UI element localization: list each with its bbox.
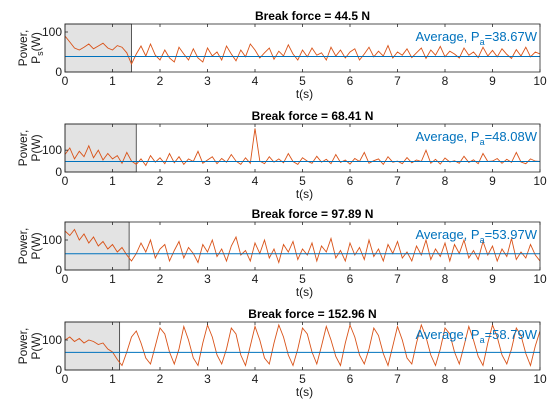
x-tick-label: 4 [252,174,259,188]
panel-title: Break force = 97.89 N [252,207,374,221]
plot-area [65,24,540,72]
x-tick-label: 5 [299,74,306,88]
shaded-region [64,221,130,271]
x-tick-label: 6 [347,372,354,386]
x-tick-label: 5 [299,174,306,188]
y-tick-label: 100 [42,333,62,347]
x-tick-label: 8 [442,272,449,286]
x-axis-label: t(s) [296,385,313,399]
x-tick-label: 2 [157,372,164,386]
average-annotation: Average, Pa=38.67W [415,29,537,47]
x-tick-label: 10 [533,372,547,386]
x-tick-label: 10 [533,174,547,188]
plot-area [65,222,540,270]
y-axis-label-line1: Power, [16,30,30,67]
x-tick-label: 8 [442,74,449,88]
x-tick-label: 7 [394,174,401,188]
x-tick-label: 6 [347,174,354,188]
x-axis-label: t(s) [296,285,313,299]
y-tick-label: 0 [55,165,62,179]
x-tick-label: 9 [489,272,496,286]
panel-title: Break force = 68.41 N [252,109,374,123]
average-annotation: Average, Pa=58.79W [415,327,537,345]
x-tick-label: 0 [62,74,69,88]
y-axis-label-line2: P(W) [29,134,43,161]
y-axis-label-line2: P(W) [29,332,43,359]
y-axis-label-line1: Power, [16,130,30,167]
power-series-line [65,128,540,167]
x-tick-label: 1 [109,74,116,88]
x-tick-label: 0 [62,372,69,386]
x-tick-label: 4 [252,372,259,386]
average-annotation: Average, Pa=48.08W [415,129,537,147]
x-tick-label: 9 [489,372,496,386]
x-tick-label: 2 [157,272,164,286]
y-axis-label-line1: Power, [16,328,30,365]
x-tick-label: 10 [533,272,547,286]
x-tick-label: 3 [204,372,211,386]
x-axis-label: t(s) [296,87,313,101]
x-tick-label: 0 [62,174,69,188]
y-tick-label: 0 [55,363,62,377]
y-tick-label: 0 [55,263,62,277]
y-tick-label: 0 [55,65,62,79]
x-tick-label: 4 [252,74,259,88]
x-tick-label: 9 [489,174,496,188]
shaded-region [64,321,121,371]
x-tick-label: 8 [442,174,449,188]
x-tick-label: 3 [204,174,211,188]
power-series-line [65,323,540,367]
y-axis-label-line2: Ps(W) [29,32,45,64]
x-tick-label: 7 [394,272,401,286]
x-tick-label: 6 [347,272,354,286]
panel-title: Break force = 44.5 N [255,9,370,23]
average-annotation: Average, Pa=53.97W [415,227,537,245]
panel-title: Break force = 152.96 N [248,307,376,321]
x-tick-label: 3 [204,272,211,286]
shaded-region [64,23,132,73]
x-tick-label: 2 [157,174,164,188]
x-tick-label: 1 [109,272,116,286]
x-tick-label: 5 [299,372,306,386]
y-tick-label: 100 [42,233,62,247]
x-tick-label: 2 [157,74,164,88]
x-tick-label: 4 [252,272,259,286]
x-tick-label: 8 [442,372,449,386]
x-tick-label: 1 [109,174,116,188]
x-tick-label: 0 [62,272,69,286]
y-axis-label-line1: Power, [16,228,30,265]
x-tick-label: 7 [394,372,401,386]
x-tick-label: 7 [394,74,401,88]
power-series-line [65,228,540,265]
x-tick-label: 1 [109,372,116,386]
y-axis-label-line2: P(W) [29,232,43,259]
x-tick-label: 5 [299,272,306,286]
x-axis-label: t(s) [296,187,313,201]
x-tick-label: 6 [347,74,354,88]
power-series-line [65,35,540,66]
x-tick-label: 9 [489,74,496,88]
y-tick-label: 100 [42,25,62,39]
x-tick-label: 3 [204,74,211,88]
shaded-region [64,123,137,173]
y-tick-label: 100 [42,143,62,157]
x-tick-label: 10 [533,74,547,88]
